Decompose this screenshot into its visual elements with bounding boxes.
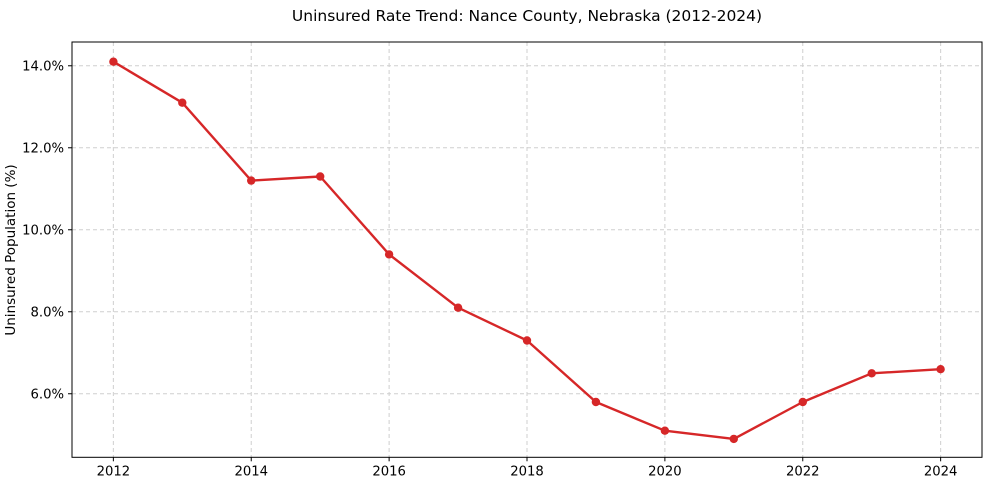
data-point xyxy=(660,426,670,435)
data-point xyxy=(178,98,187,107)
data-point xyxy=(798,397,807,407)
data-layer xyxy=(109,57,945,444)
data-point xyxy=(522,336,532,345)
axes-layer xyxy=(68,41,983,462)
y-axis-label: Uninsured Population (%) xyxy=(3,164,19,335)
x-tick-label: 2016 xyxy=(372,464,406,479)
data-point xyxy=(867,369,876,378)
plot-border xyxy=(71,41,983,458)
data-point xyxy=(936,365,945,374)
x-tick-label: 2018 xyxy=(510,464,544,479)
x-tick-label: 2020 xyxy=(648,464,682,479)
data-point xyxy=(109,57,118,66)
x-tick-label: 2012 xyxy=(97,464,131,479)
x-tick-label: 2022 xyxy=(786,464,820,479)
data-point xyxy=(453,303,463,312)
trend-line xyxy=(112,60,942,441)
y-tick-label: 14.0% xyxy=(22,59,64,74)
y-tick-label: 8.0% xyxy=(30,305,64,320)
data-point xyxy=(729,434,738,444)
y-tick-label: 6.0% xyxy=(30,387,64,402)
data-point xyxy=(591,397,601,407)
x-tick-label: 2024 xyxy=(924,464,958,479)
y-tick-label: 12.0% xyxy=(22,141,64,156)
data-point xyxy=(384,250,394,259)
data-point xyxy=(316,172,325,181)
x-tick-label: 2014 xyxy=(234,464,268,479)
chart-title: Uninsured Rate Trend: Nance County, Nebr… xyxy=(292,7,762,25)
grid-layer xyxy=(72,42,982,458)
y-tick-label: 10.0% xyxy=(22,223,64,238)
data-point xyxy=(247,176,256,185)
tick-label-layer: 2012 2014 2016 2018 2020 2022 2024 6.0% 8.0% 10.0… xyxy=(22,59,957,479)
